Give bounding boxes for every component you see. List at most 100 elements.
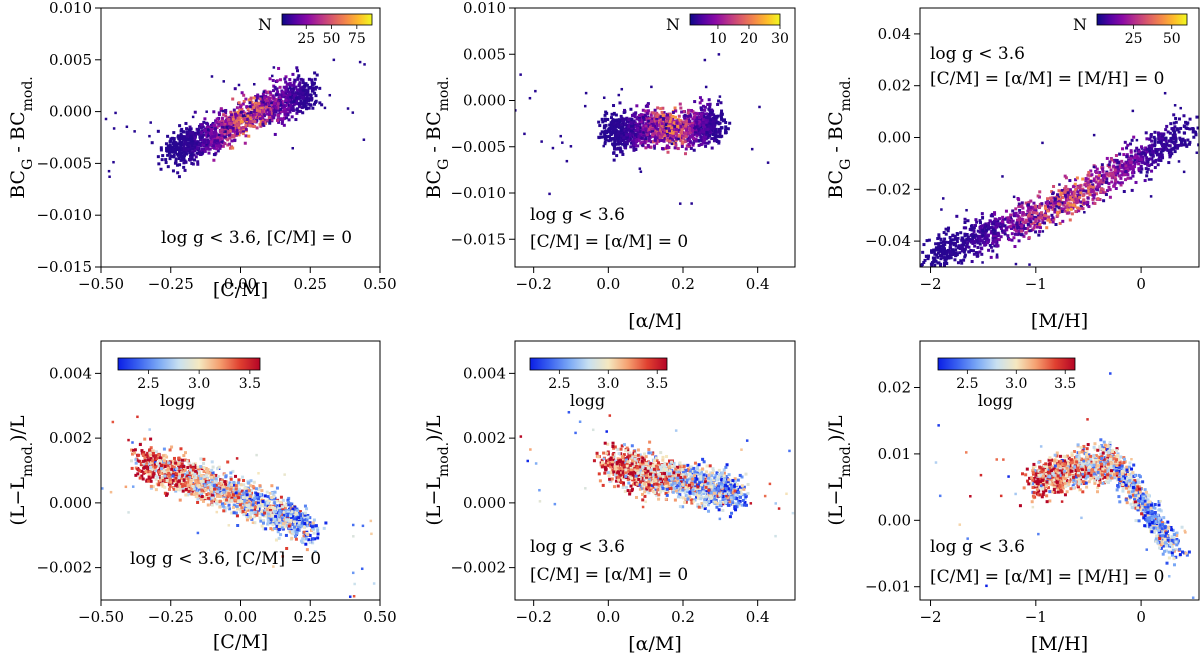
data-point [969,240,973,244]
data-point [976,246,980,250]
data-point [234,133,238,137]
data-point [686,114,690,118]
data-point [1153,144,1157,148]
x-axis-label-p1: [C/M] [213,279,268,301]
data-point [184,121,188,125]
data-point [676,124,680,128]
data-point [1153,166,1157,170]
data-point [222,113,226,117]
data-point [159,148,163,152]
data-point [616,139,620,143]
data-point [1112,164,1116,168]
data-point [1020,233,1024,237]
data-point [960,238,964,242]
data-point [705,132,709,136]
data-point [966,219,970,223]
data-point [710,137,714,141]
data-point [241,102,245,106]
data-point [1132,135,1136,139]
data-point [297,95,301,99]
data-point [638,167,642,170]
data-point [944,227,948,231]
data-point [1107,182,1111,186]
data-point [1034,218,1038,222]
data-point [1165,142,1169,146]
data-point [181,135,185,139]
data-point [662,136,666,140]
data-point [981,228,985,232]
data-point [1137,150,1141,154]
data-point [1082,198,1086,202]
data-point [310,83,314,87]
data-point [206,138,210,142]
data-point [248,120,252,124]
data-point [1068,203,1072,207]
data-point [167,151,171,155]
data-point [708,102,712,106]
data-point [684,126,688,130]
data-point [1113,171,1117,175]
data-point [651,134,655,138]
data-point [261,95,265,99]
data-point [697,127,701,131]
data-point [1066,208,1070,212]
data-point [685,133,689,137]
data-point [963,253,967,257]
data-point [180,143,184,147]
data-point [715,120,719,124]
data-point [1010,220,1014,224]
data-point [985,228,989,232]
data-point [1060,188,1064,192]
data-point [690,108,694,112]
data-point [197,128,201,131]
data-point [1113,182,1117,186]
data-point [926,257,930,261]
data-point [1110,180,1114,184]
data-point [1096,176,1100,180]
panel-p2: −0.2 0.0 0.2 0.4 −0.015−0.010−0.0050.0000.0… [423,0,796,332]
data-point [1186,121,1190,125]
data-point [758,105,761,109]
data-point [561,141,564,144]
data-point [166,165,170,169]
data-point [647,127,651,131]
data-point [603,140,607,144]
data-point [252,486,256,490]
data-point [1016,225,1020,229]
data-point [1081,187,1085,191]
data-point [230,113,234,117]
data-point [996,244,1000,248]
data-point [657,139,661,143]
data-point [638,123,642,127]
data-point [602,144,605,148]
data-point [1090,189,1094,193]
data-point [295,99,299,103]
data-point [941,246,945,250]
data-point [698,101,702,105]
data-point [276,104,280,108]
data-point [1057,189,1061,193]
data-point [700,142,704,146]
data-point [1069,207,1073,211]
data-point [636,128,640,132]
data-point [157,162,161,166]
data-point [216,136,220,140]
data-point [978,250,982,254]
data-point [201,125,205,129]
data-point [171,148,175,152]
data-point [166,153,170,157]
data-point [273,496,277,500]
data-point [294,522,298,526]
data-point [159,472,163,476]
data-point [290,115,294,119]
data-point [705,123,709,127]
data-point [285,116,289,120]
data-point [1095,171,1099,175]
data-point [243,111,247,115]
data-point [243,141,247,145]
data-point [281,90,285,94]
data-point [179,137,183,141]
data-point [1039,214,1043,218]
data-point [719,135,723,139]
